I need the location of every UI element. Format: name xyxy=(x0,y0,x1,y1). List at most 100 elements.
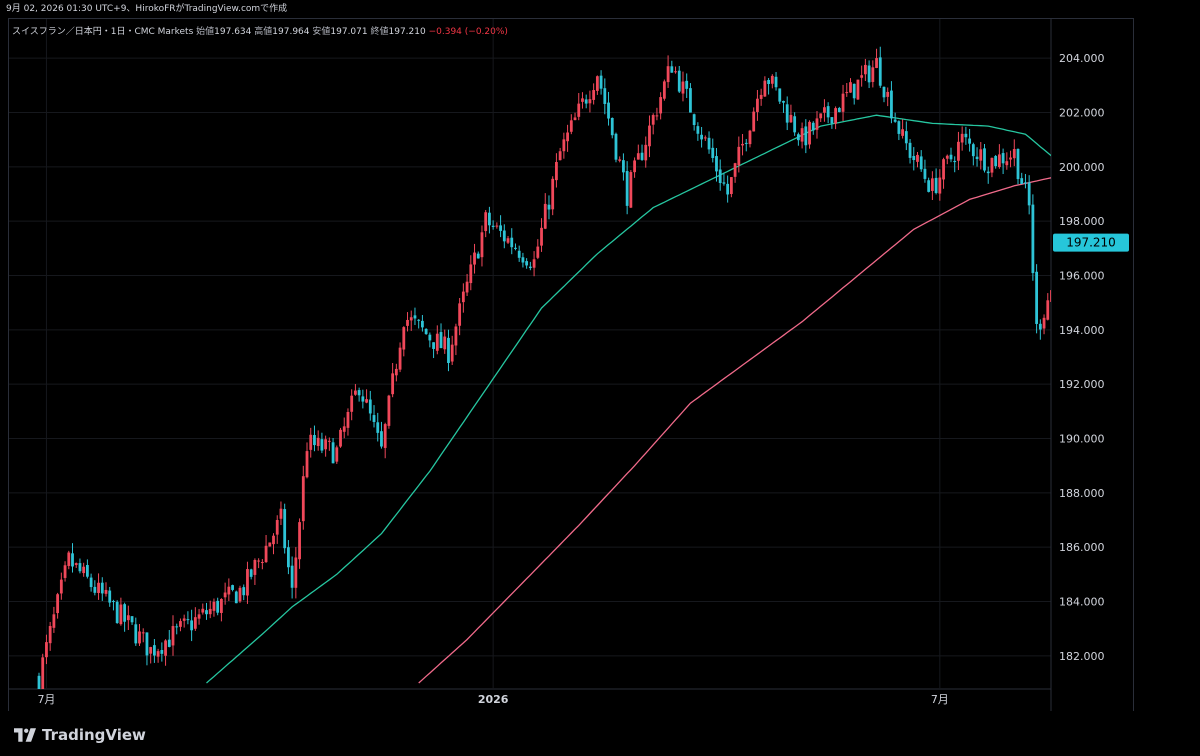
candlestick-chart[interactable]: 182.000 184.000 186.000 188.000 190.000 192.0… xyxy=(9,19,1133,711)
candle-body xyxy=(1050,290,1051,302)
candle-body xyxy=(774,76,778,88)
candle-body xyxy=(975,156,979,160)
candle-body xyxy=(726,183,730,195)
last-price-tag xyxy=(1053,233,1129,252)
candle-body xyxy=(506,238,510,243)
candle-body xyxy=(134,624,138,644)
candle-body xyxy=(893,119,897,122)
ohlc-legend: スイスフラン／日本円・1日・CMC Markets 始値197.634 高値19… xyxy=(12,24,508,37)
y-tick-label: 200.000 xyxy=(1059,161,1105,174)
candle-body xyxy=(234,591,238,604)
low-value: 197.071 xyxy=(330,27,368,37)
candle-body xyxy=(942,159,945,180)
candle-body xyxy=(391,373,395,395)
candle-body xyxy=(849,82,852,93)
candle-body xyxy=(767,79,770,85)
candle-body xyxy=(651,115,655,125)
candle-body xyxy=(711,147,715,158)
tradingview-brand[interactable]: TradingView xyxy=(14,726,146,744)
candle-body xyxy=(674,71,677,73)
candle-body xyxy=(383,424,387,448)
candle-body xyxy=(320,439,324,451)
candle-body xyxy=(491,225,495,228)
candle-body xyxy=(789,114,793,123)
candle-body xyxy=(919,156,923,170)
candle-body xyxy=(432,342,435,349)
candle-body xyxy=(752,111,756,132)
candle-body xyxy=(1042,317,1046,329)
y-tick-label: 184.000 xyxy=(1059,596,1105,609)
candle-body xyxy=(417,319,421,321)
candle-body xyxy=(588,99,592,104)
candle-body xyxy=(272,535,275,545)
candle-body xyxy=(461,291,465,303)
candle-body xyxy=(283,509,287,549)
candle-body xyxy=(1046,300,1050,320)
candle-body xyxy=(901,129,905,136)
candle-body xyxy=(607,102,610,119)
candle-body xyxy=(78,563,82,572)
candle-body xyxy=(826,106,830,118)
candle-body xyxy=(149,647,153,654)
y-tick-label: 192.000 xyxy=(1059,378,1105,391)
candle-body xyxy=(197,614,201,619)
tradingview-logo-icon xyxy=(14,728,36,742)
candle-body xyxy=(253,560,257,575)
candle-body xyxy=(100,582,104,594)
candle-body xyxy=(830,117,834,124)
chart-header: 9月 02, 2026 01:30 UTC+9、HirokoFRがTrading… xyxy=(0,0,1200,18)
candle-body xyxy=(863,64,867,75)
candle-body xyxy=(997,154,1001,168)
candle-body xyxy=(179,621,182,627)
candle-body xyxy=(521,257,525,263)
y-tick-label: 190.000 xyxy=(1059,433,1105,446)
candle-body xyxy=(316,437,320,447)
candle-body xyxy=(569,120,573,132)
candle-body xyxy=(741,143,744,146)
candle-body xyxy=(56,594,60,614)
candle-body xyxy=(599,75,603,89)
candle-body xyxy=(815,118,819,130)
candle-body xyxy=(1031,204,1035,274)
candle-body xyxy=(983,148,986,171)
candle-body xyxy=(610,117,614,136)
candle-body xyxy=(502,230,506,242)
candle-body xyxy=(257,560,261,562)
candle-body xyxy=(74,563,78,565)
candle-body xyxy=(357,390,361,396)
high-value: 197.964 xyxy=(272,27,310,37)
candle-body xyxy=(581,98,584,102)
candle-body xyxy=(108,590,112,603)
candle-body xyxy=(856,79,860,100)
ma-short-line xyxy=(206,114,1051,684)
candle-body xyxy=(666,66,670,83)
candle-body xyxy=(986,171,990,174)
candle-body xyxy=(782,100,785,103)
candle-body xyxy=(703,137,707,139)
candle-body xyxy=(331,442,335,464)
chart-area[interactable]: 182.000 184.000 186.000 188.000 190.000 192.0… xyxy=(8,18,1134,711)
candle-body xyxy=(930,178,934,191)
candle-body xyxy=(1016,148,1020,180)
candle-body xyxy=(890,90,893,119)
candle-body xyxy=(737,146,741,166)
candle-body xyxy=(421,320,424,328)
candle-body xyxy=(689,88,692,113)
candle-body xyxy=(875,58,878,68)
candle-body xyxy=(212,601,216,611)
candle-body xyxy=(275,520,279,535)
candle-body xyxy=(499,225,502,231)
candle-body xyxy=(584,99,588,104)
candle-body xyxy=(819,113,823,119)
candle-body xyxy=(115,601,119,624)
candle-body xyxy=(208,608,212,615)
candle-body xyxy=(636,153,640,160)
candle-body xyxy=(677,70,681,92)
candle-body xyxy=(592,90,596,100)
candle-body xyxy=(164,640,167,656)
candle-body xyxy=(447,337,450,363)
candle-body xyxy=(435,333,439,351)
symbol-label: スイスフラン／日本円・1日・CMC Markets xyxy=(12,27,194,37)
candle-body xyxy=(152,645,156,656)
candle-body xyxy=(394,368,398,376)
